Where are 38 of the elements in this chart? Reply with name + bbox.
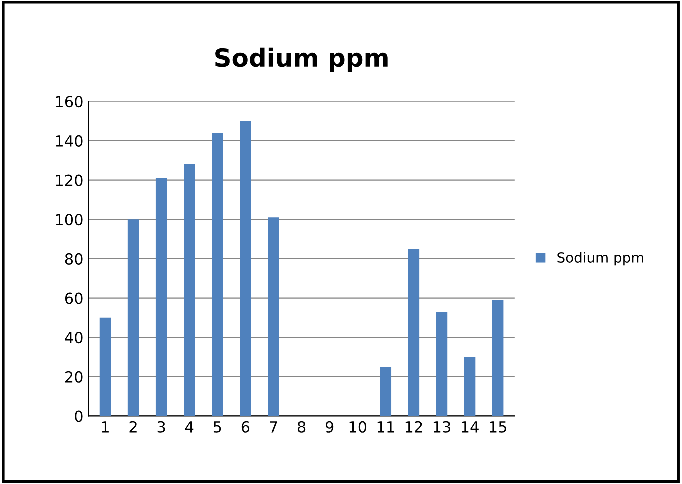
bar bbox=[240, 121, 252, 416]
x-tick-label: 15 bbox=[490, 422, 506, 433]
x-tick-label: 2 bbox=[130, 421, 137, 433]
legend-label: Sodium ppm bbox=[558, 252, 644, 266]
bar bbox=[492, 300, 504, 416]
bar bbox=[268, 218, 280, 416]
y-tick-label: 20 bbox=[65, 371, 83, 383]
chart-title: Sodium ppm bbox=[216, 48, 388, 72]
x-tick-label: 3 bbox=[158, 421, 166, 433]
x-tick-label: 6 bbox=[242, 421, 250, 433]
x-tick-label: 7 bbox=[270, 422, 278, 433]
x-tick-label: 5 bbox=[214, 422, 222, 433]
x-tick-label: 10 bbox=[350, 421, 367, 433]
y-tick-label: 60 bbox=[65, 292, 83, 304]
y-tick-label: 80 bbox=[65, 253, 83, 265]
bar bbox=[212, 133, 224, 416]
y-tick-label: 100 bbox=[56, 214, 83, 226]
x-tick-label: 1 bbox=[102, 422, 109, 433]
bar bbox=[100, 318, 112, 416]
bar bbox=[464, 357, 476, 416]
y-tick-label: 0 bbox=[75, 410, 83, 422]
y-tick-label: 40 bbox=[65, 332, 83, 344]
x-tick-label: 13 bbox=[434, 421, 450, 433]
x-tick-label: 8 bbox=[298, 421, 306, 433]
x-tick-label: 12 bbox=[406, 421, 422, 433]
y-tick-label: 140 bbox=[56, 135, 83, 147]
x-tick-label: 9 bbox=[326, 421, 334, 433]
x-tick-label: 4 bbox=[186, 422, 194, 433]
y-tick-label: 160 bbox=[56, 96, 83, 108]
y-tick-label: 120 bbox=[56, 174, 83, 186]
bar bbox=[184, 164, 196, 416]
x-tick-label: 11 bbox=[378, 422, 394, 433]
x-tick-label: 14 bbox=[462, 422, 479, 433]
bar bbox=[436, 312, 448, 416]
bar bbox=[128, 220, 140, 416]
bar bbox=[408, 249, 420, 416]
bar bbox=[380, 367, 392, 416]
bar bbox=[156, 178, 168, 416]
